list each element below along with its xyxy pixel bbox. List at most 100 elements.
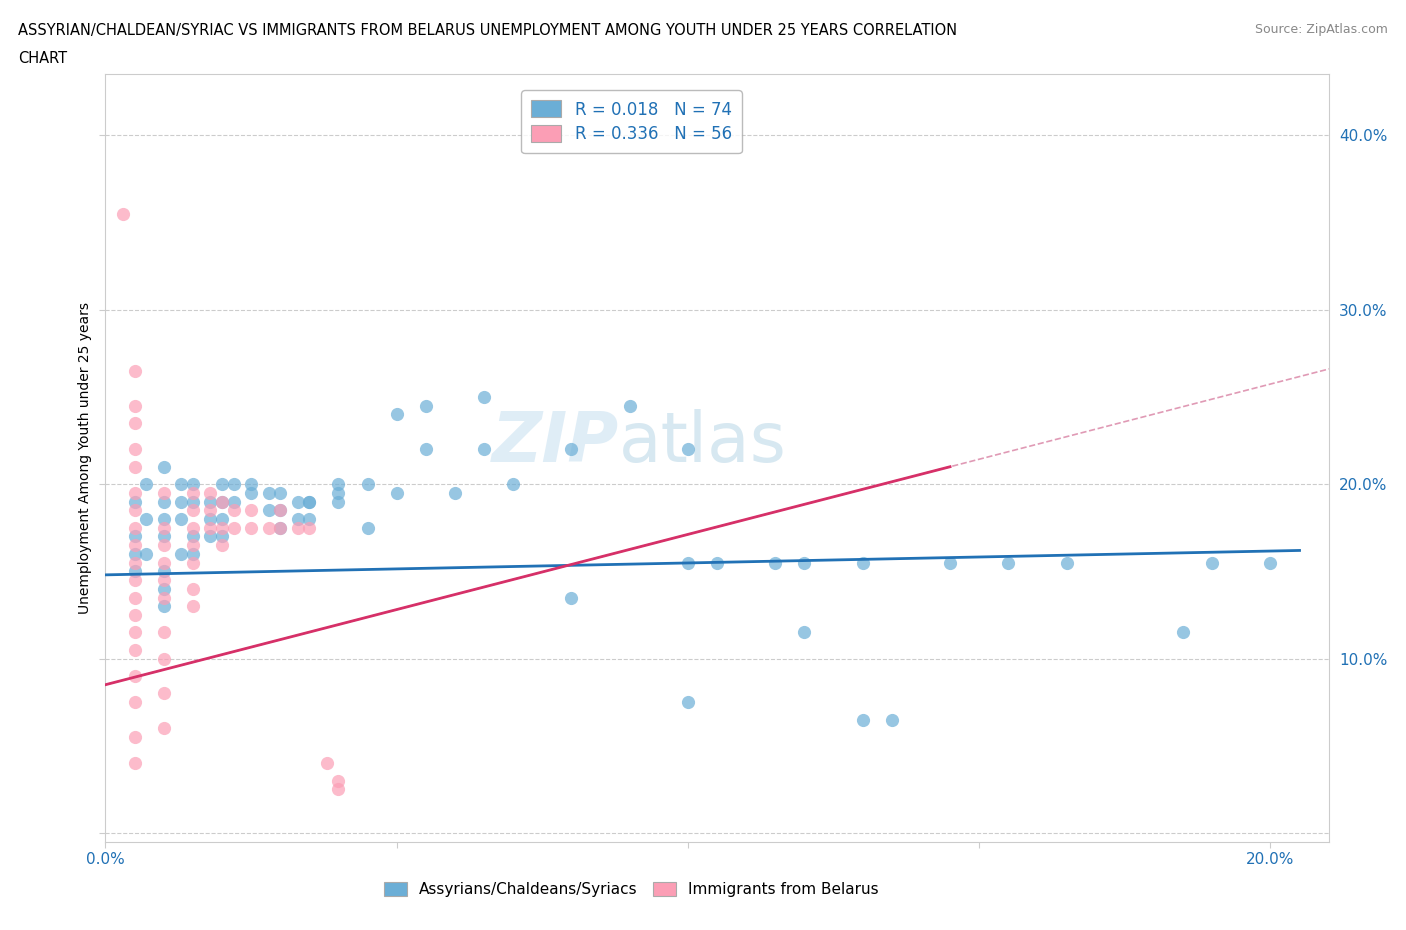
- Point: [181, 521, 204, 536]
- Text: ZIP: ZIP: [492, 409, 619, 476]
- Point: [152, 459, 174, 474]
- Point: [152, 494, 174, 509]
- Point: [181, 494, 204, 509]
- Point: [152, 555, 174, 570]
- Point: [502, 477, 524, 492]
- Point: [200, 521, 222, 536]
- Point: [385, 485, 408, 500]
- Point: [415, 398, 437, 413]
- Point: [200, 485, 222, 500]
- Point: [472, 390, 495, 405]
- Point: [124, 529, 146, 544]
- Point: [124, 364, 146, 379]
- Point: [170, 512, 193, 526]
- Point: [135, 512, 157, 526]
- Point: [287, 494, 309, 509]
- Point: [181, 547, 204, 562]
- Point: [152, 590, 174, 604]
- Point: [1201, 555, 1223, 570]
- Point: [152, 485, 174, 500]
- Point: [356, 477, 378, 492]
- Point: [287, 521, 309, 536]
- Point: [152, 599, 174, 614]
- Point: [619, 398, 641, 413]
- Point: [676, 555, 699, 570]
- Point: [152, 573, 174, 588]
- Y-axis label: Unemployment Among Youth under 25 years: Unemployment Among Youth under 25 years: [77, 302, 91, 614]
- Point: [560, 442, 582, 457]
- Point: [135, 477, 157, 492]
- Point: [222, 477, 245, 492]
- Point: [269, 521, 291, 536]
- Point: [124, 503, 146, 518]
- Point: [298, 494, 321, 509]
- Point: [222, 494, 245, 509]
- Point: [328, 773, 350, 788]
- Point: [124, 729, 146, 744]
- Point: [298, 512, 321, 526]
- Point: [170, 477, 193, 492]
- Point: [415, 442, 437, 457]
- Text: atlas: atlas: [619, 409, 787, 476]
- Point: [211, 512, 233, 526]
- Point: [152, 651, 174, 666]
- Point: [269, 521, 291, 536]
- Point: [124, 538, 146, 552]
- Point: [200, 494, 222, 509]
- Point: [222, 521, 245, 536]
- Point: [298, 494, 321, 509]
- Point: [124, 459, 146, 474]
- Point: [269, 503, 291, 518]
- Point: [124, 607, 146, 622]
- Point: [560, 590, 582, 604]
- Point: [211, 494, 233, 509]
- Point: [356, 521, 378, 536]
- Point: [444, 485, 467, 500]
- Point: [200, 512, 222, 526]
- Point: [793, 555, 815, 570]
- Point: [1056, 555, 1078, 570]
- Point: [152, 721, 174, 736]
- Point: [222, 503, 245, 518]
- Point: [152, 625, 174, 640]
- Point: [124, 564, 146, 578]
- Point: [152, 512, 174, 526]
- Point: [328, 477, 350, 492]
- Point: [124, 756, 146, 771]
- Point: [287, 512, 309, 526]
- Point: [676, 442, 699, 457]
- Point: [181, 538, 204, 552]
- Point: [152, 564, 174, 578]
- Point: [152, 686, 174, 701]
- Point: [181, 503, 204, 518]
- Point: [211, 529, 233, 544]
- Point: [763, 555, 786, 570]
- Point: [124, 521, 146, 536]
- Point: [852, 555, 875, 570]
- Point: [880, 712, 903, 727]
- Point: [124, 643, 146, 658]
- Text: ASSYRIAN/CHALDEAN/SYRIAC VS IMMIGRANTS FROM BELARUS UNEMPLOYMENT AMONG YOUTH UND: ASSYRIAN/CHALDEAN/SYRIAC VS IMMIGRANTS F…: [18, 23, 957, 38]
- Point: [676, 695, 699, 710]
- Point: [152, 538, 174, 552]
- Point: [152, 529, 174, 544]
- Text: Source: ZipAtlas.com: Source: ZipAtlas.com: [1254, 23, 1388, 36]
- Point: [240, 485, 263, 500]
- Point: [135, 547, 157, 562]
- Point: [1171, 625, 1194, 640]
- Point: [124, 695, 146, 710]
- Point: [706, 555, 728, 570]
- Point: [328, 782, 350, 797]
- Point: [269, 485, 291, 500]
- Point: [298, 521, 321, 536]
- Point: [211, 494, 233, 509]
- Point: [124, 590, 146, 604]
- Point: [124, 555, 146, 570]
- Point: [315, 756, 337, 771]
- Point: [152, 581, 174, 596]
- Point: [170, 494, 193, 509]
- Point: [124, 398, 146, 413]
- Point: [124, 625, 146, 640]
- Point: [124, 416, 146, 431]
- Point: [257, 485, 280, 500]
